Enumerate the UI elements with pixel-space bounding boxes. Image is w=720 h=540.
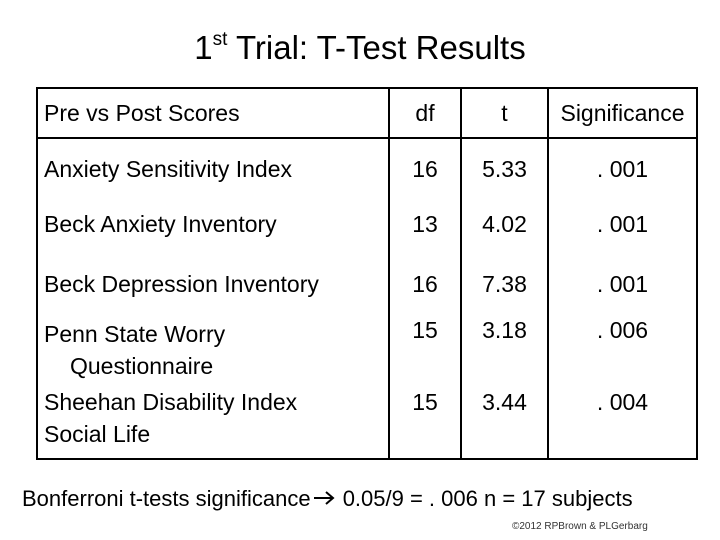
t-value: 3.44 [460, 386, 549, 460]
significance-value: . 001 [547, 254, 698, 314]
t-value: 7.38 [460, 254, 549, 314]
header-measure: Pre vs Post Scores [36, 87, 390, 139]
significance-value: . 001 [547, 194, 698, 254]
title-superscript: st [212, 29, 228, 50]
footer-right-text: 0.05/9 = . 006 n = 17 subjects [336, 486, 633, 511]
header-t: t [460, 87, 549, 139]
header-df: df [388, 87, 462, 139]
significance-value: . 004 [547, 386, 698, 460]
table-header-row: Pre vs Post Scores df t Significance [36, 87, 698, 139]
t-value: 5.33 [460, 138, 549, 194]
df-value: 16 [388, 254, 462, 314]
measure-name: Sheehan Disability Index [44, 389, 298, 415]
measure-name-line2: Social Life [44, 421, 151, 447]
title-prefix: 1 [194, 29, 213, 66]
table-row: Beck Depression Inventory 16 7.38 . 001 [36, 254, 698, 314]
measure-name-line2: Questionnaire [70, 353, 214, 379]
significance-value: . 001 [547, 138, 698, 194]
header-significance: Significance [547, 87, 698, 139]
copyright-notice: ©2012 RPBrown & PLGerbarg [512, 521, 648, 532]
df-value: 15 [388, 386, 462, 460]
results-table: Pre vs Post Scores df t Significance Anx… [36, 87, 698, 460]
measure-name: Penn State Worry [44, 321, 226, 347]
df-value: 13 [388, 194, 462, 254]
slide-title: 1st Trial: T-Test Results [0, 26, 720, 70]
measure-name: Beck Anxiety Inventory [36, 194, 390, 254]
right-arrow-icon [313, 491, 335, 505]
footer-note: Bonferroni t-tests significance 0.05/9 =… [22, 486, 633, 512]
title-suffix: Trial: T-Test Results [227, 29, 526, 66]
df-value: 16 [388, 138, 462, 194]
measure-name: Anxiety Sensitivity Index [36, 138, 390, 194]
table-row: Penn State Worry Questionnaire 15 3.18 .… [36, 314, 698, 386]
t-value: 4.02 [460, 194, 549, 254]
measure-name-cell: Sheehan Disability Index Social Life [36, 386, 390, 460]
measure-name-cell: Penn State Worry Questionnaire [36, 314, 390, 386]
measure-name: Beck Depression Inventory [36, 254, 390, 314]
significance-value: . 006 [547, 314, 698, 386]
footer-left-text: Bonferroni t-tests significance [22, 486, 311, 511]
table-row: Sheehan Disability Index Social Life 15 … [36, 386, 698, 460]
table-row: Anxiety Sensitivity Index 16 5.33 . 001 [36, 138, 698, 194]
table-row: Beck Anxiety Inventory 13 4.02 . 001 [36, 194, 698, 254]
df-value: 15 [388, 314, 462, 386]
t-value: 3.18 [460, 314, 549, 386]
